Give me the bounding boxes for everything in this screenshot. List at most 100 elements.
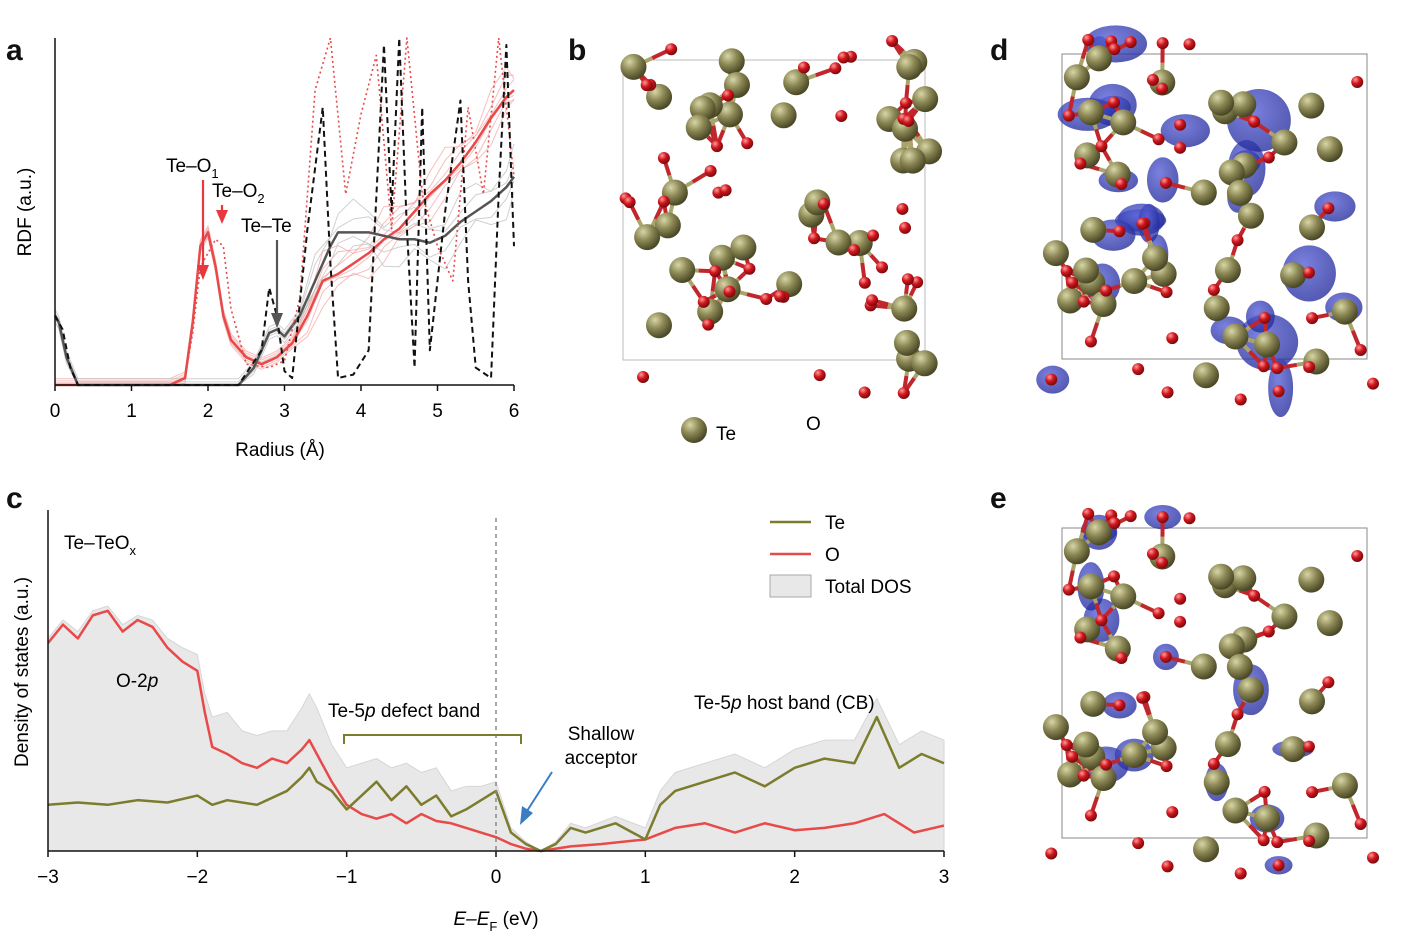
te-atom xyxy=(645,312,672,339)
o-atom xyxy=(774,290,787,303)
o-atom xyxy=(1066,276,1079,289)
te-atom xyxy=(1063,64,1090,91)
te-atom xyxy=(1280,736,1307,763)
o-atom xyxy=(1062,109,1075,122)
o-atom xyxy=(1108,96,1121,109)
rdf-fluctuation-trace xyxy=(54,164,515,383)
rdf-fluctuation-trace xyxy=(54,143,515,380)
o-atom xyxy=(1351,75,1364,88)
o-atom xyxy=(1124,36,1137,49)
panel-label-e: e xyxy=(990,482,1007,515)
o-atom xyxy=(1159,650,1172,663)
o-atom xyxy=(1306,786,1319,799)
te-atom xyxy=(1218,633,1245,660)
rdf-y-label: RDF (a.u.) xyxy=(15,168,36,257)
te-atom xyxy=(1230,91,1257,118)
o-atom xyxy=(1302,266,1315,279)
te-atom xyxy=(1110,109,1137,136)
panel-label-c: c xyxy=(6,482,23,515)
o-atom xyxy=(710,140,723,153)
dos-x-tick-label: −1 xyxy=(336,867,358,888)
o-atom xyxy=(911,276,924,289)
atoms-e xyxy=(1042,507,1380,880)
o-atom xyxy=(1166,332,1179,345)
o-atom xyxy=(858,276,871,289)
o-atom xyxy=(657,151,670,164)
o-atom xyxy=(1060,739,1073,752)
o-atom xyxy=(1258,785,1271,798)
te-atom xyxy=(1142,245,1169,272)
host-band-label: Te-5p host band (CB) xyxy=(694,693,875,714)
dos-series-te xyxy=(47,715,945,853)
te-atom xyxy=(1208,563,1235,590)
o-atom xyxy=(743,262,756,275)
o-atom xyxy=(665,43,678,56)
o-atom xyxy=(709,265,722,278)
te-atom xyxy=(1142,719,1169,746)
o-atom xyxy=(896,202,909,215)
o-atom xyxy=(867,229,880,242)
te-atom xyxy=(899,147,926,174)
te-atom xyxy=(634,224,661,251)
o-atom xyxy=(1174,118,1187,131)
o-atom xyxy=(1248,115,1261,128)
te-atom xyxy=(1237,676,1264,703)
rdf-series-dotted xyxy=(184,37,515,379)
o-atom xyxy=(858,386,871,399)
charge-density-view-d xyxy=(1036,25,1380,418)
o-atom xyxy=(1306,312,1319,325)
te-atom xyxy=(911,350,938,377)
o-atom xyxy=(1100,758,1113,771)
o-atom xyxy=(1113,699,1126,712)
o-atom xyxy=(1234,867,1247,880)
o-atom xyxy=(1124,510,1137,523)
te-atom xyxy=(1222,323,1249,350)
te-atom xyxy=(1222,797,1249,824)
o-atom xyxy=(1077,295,1090,308)
o-atom xyxy=(1354,344,1367,357)
shallow-acceptor-line2: acceptor xyxy=(565,748,639,769)
rdf-x-tick-label: 3 xyxy=(279,401,290,422)
o-atom xyxy=(1257,360,1270,373)
o-atom xyxy=(697,295,710,308)
rdf-chart: 0 1 2 3 4 5 6 Radius (Å) RDF (a.u.) Te–O1 Te–O… xyxy=(15,37,519,461)
o-atom xyxy=(1152,607,1165,620)
atoms-d xyxy=(1042,33,1380,406)
total-dos-fill xyxy=(47,605,945,852)
te-atom xyxy=(1190,653,1217,680)
dos-series xyxy=(47,609,945,853)
te-atom xyxy=(896,54,923,81)
te-atom xyxy=(1077,573,1104,600)
te-atom xyxy=(646,83,673,110)
o-atom xyxy=(1271,362,1284,375)
o-atom xyxy=(1207,283,1220,296)
o-atom xyxy=(1066,750,1079,763)
dos-x-ticks: −3 −2 −1 0 1 2 3 xyxy=(37,851,949,888)
o-atom xyxy=(1367,851,1380,864)
o-atom xyxy=(1156,37,1169,50)
te-atom xyxy=(912,86,939,113)
rdf-x-tick-label: 0 xyxy=(50,401,61,422)
rdf-x-tick-label: 4 xyxy=(356,401,367,422)
te-atom xyxy=(1057,761,1084,788)
te-atom xyxy=(1073,257,1100,284)
o-atom xyxy=(1248,589,1261,602)
o-atom xyxy=(1367,377,1380,390)
rdf-x-label: Radius (Å) xyxy=(235,440,325,461)
te-atom xyxy=(783,69,810,96)
o-atom xyxy=(760,293,773,306)
te-atom xyxy=(1193,362,1220,389)
te-atom xyxy=(1331,298,1358,325)
o-atom xyxy=(1174,141,1187,154)
te-te-label: Te–Te xyxy=(241,216,292,237)
te-o2-label: Te–O2 xyxy=(212,181,265,206)
o-atom xyxy=(640,79,653,92)
o-atom xyxy=(623,196,636,209)
dos-legend: Te O Total DOS xyxy=(769,513,912,598)
legend-o-text: O xyxy=(806,414,821,435)
te-atom xyxy=(1090,291,1117,318)
o-atom xyxy=(1271,836,1284,849)
o-atom xyxy=(1100,284,1113,297)
o-atom xyxy=(1303,834,1316,847)
rdf-x-tick-label: 2 xyxy=(203,401,214,422)
